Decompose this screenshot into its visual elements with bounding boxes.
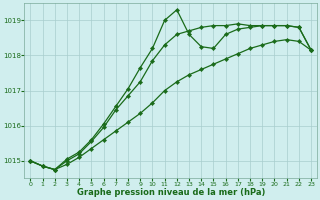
X-axis label: Graphe pression niveau de la mer (hPa): Graphe pression niveau de la mer (hPa) — [76, 188, 265, 197]
